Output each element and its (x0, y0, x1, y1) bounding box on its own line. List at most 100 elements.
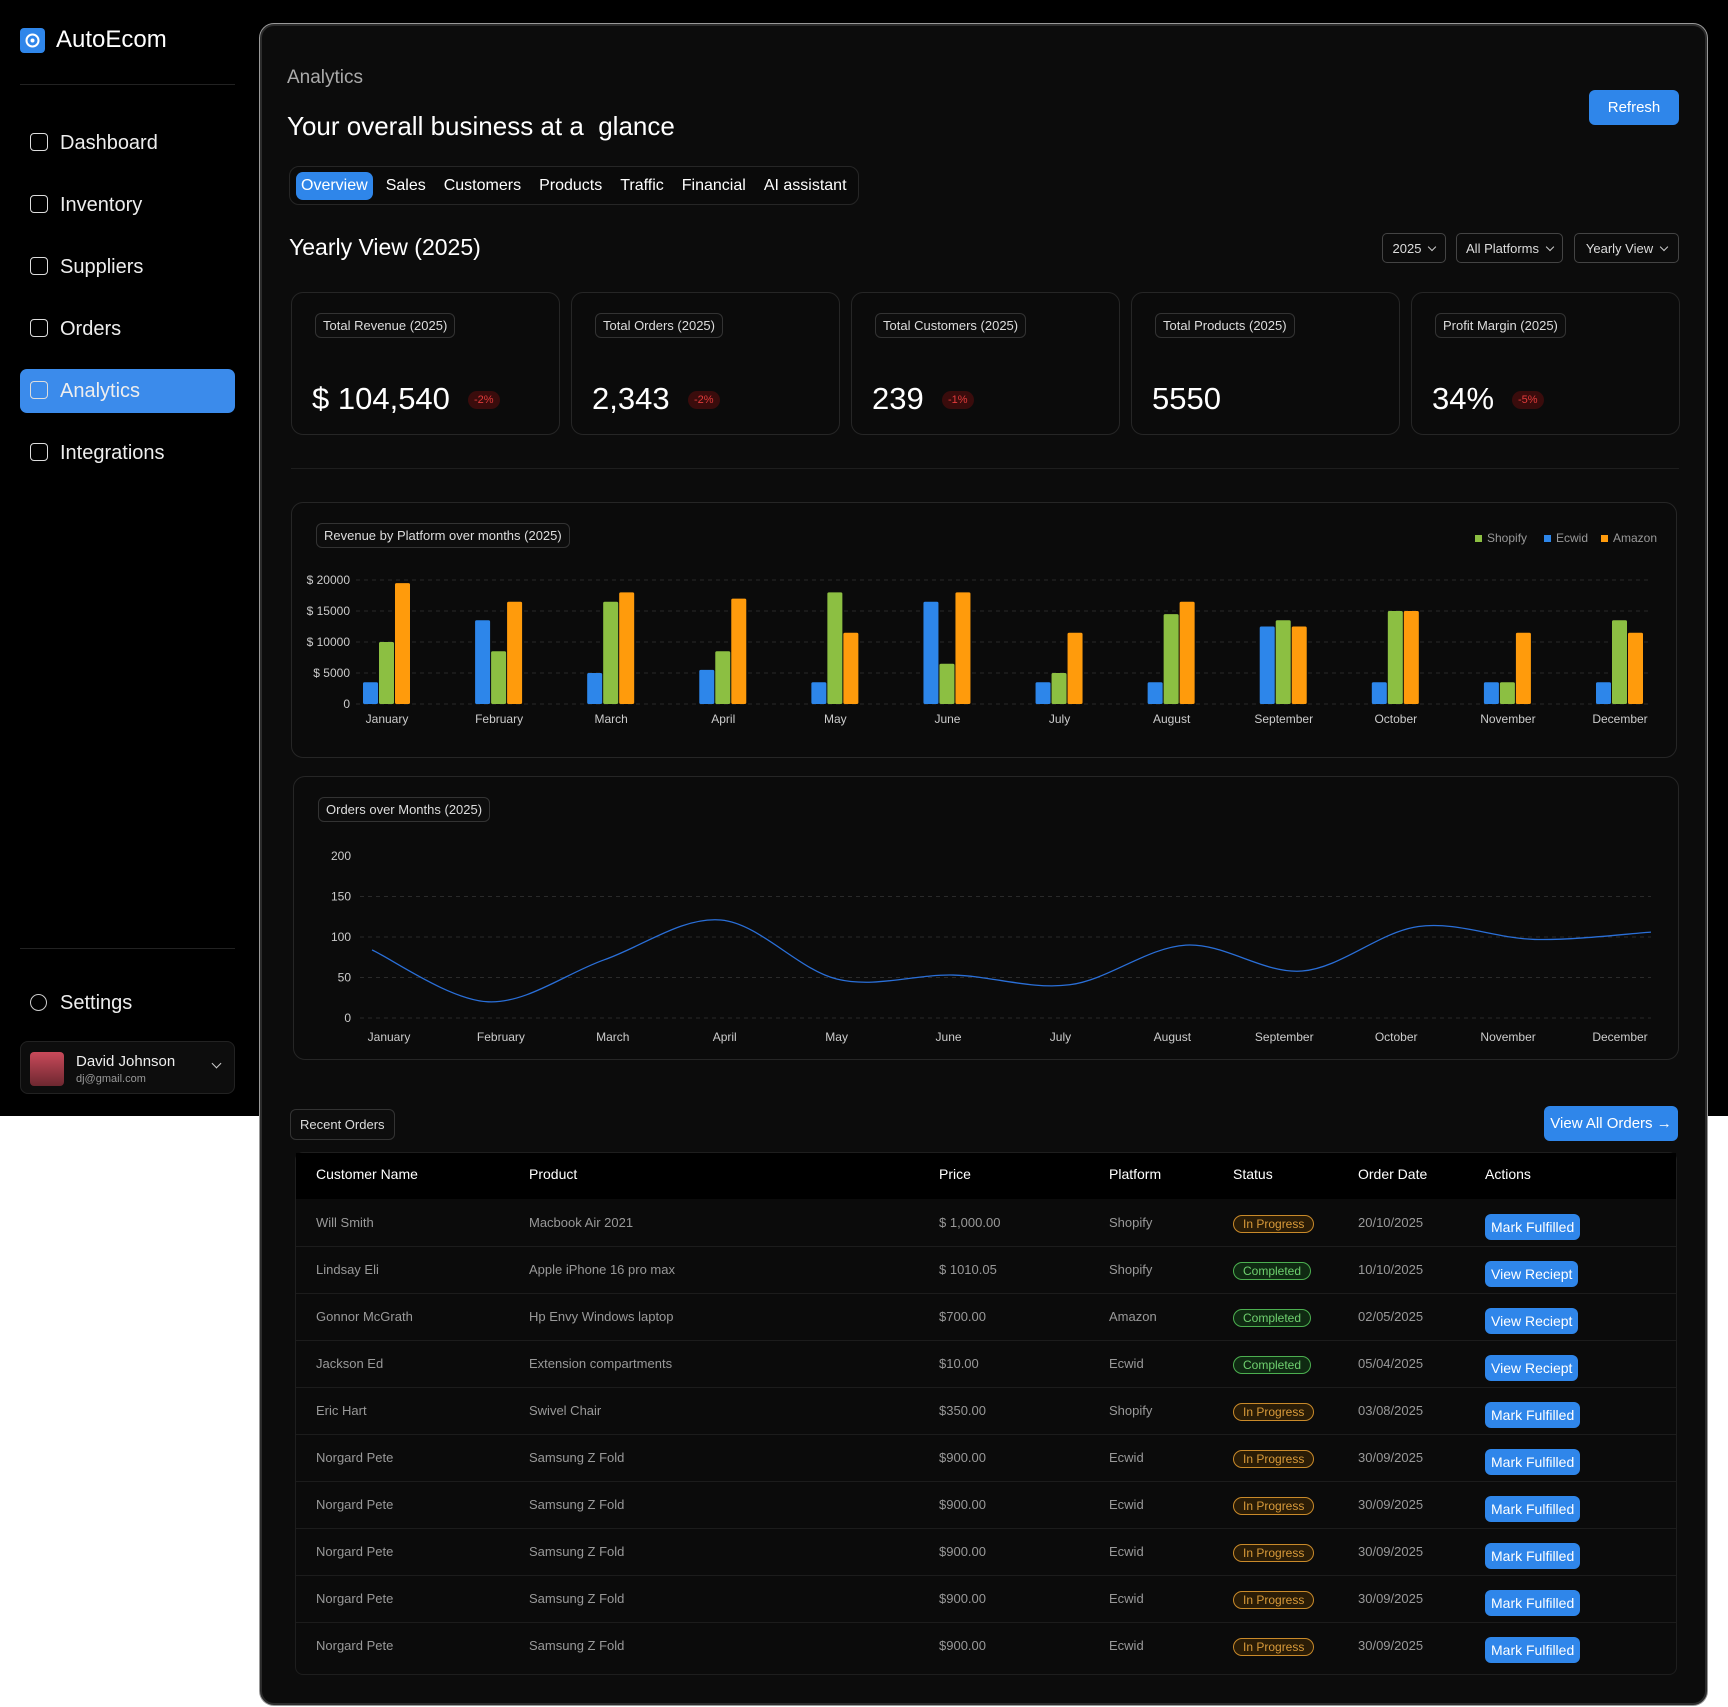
kpi-label: Total Orders (2025) (595, 313, 723, 338)
settings[interactable]: Settings (20, 988, 235, 1018)
x-tick-label: September (1255, 1030, 1314, 1044)
row-divider (296, 1293, 1676, 1294)
action-button[interactable]: Mark Fulfilled (1485, 1637, 1581, 1663)
action-button[interactable]: Mark Fulfilled (1485, 1543, 1581, 1569)
column-header: Customer Name (316, 1166, 418, 1182)
table-cell: Shopify (1109, 1403, 1153, 1418)
status-badge: In Progress (1233, 1544, 1315, 1562)
settings-label: Settings (60, 992, 133, 1014)
y-tick-label: 50 (338, 971, 352, 985)
kpi-card: Total Customers (2025) 239 -1% (851, 292, 1120, 435)
x-tick-label: May (824, 712, 847, 726)
table-cell: $10.00 (939, 1356, 979, 1371)
x-tick-label: January (368, 1030, 411, 1044)
action-button[interactable]: Mark Fulfilled (1485, 1214, 1581, 1240)
y-tick-label: 200 (331, 849, 351, 863)
x-tick-label: March (595, 712, 628, 726)
bar (923, 601, 939, 704)
kpi-value: 2,343 (592, 381, 670, 416)
filter-label: All Platforms (1466, 240, 1539, 256)
action-button[interactable]: Mark Fulfilled (1485, 1590, 1581, 1616)
action-button[interactable]: Mark Fulfilled (1485, 1496, 1581, 1522)
filter-dropdown[interactable]: Yearly View (1574, 233, 1679, 263)
status-badge: In Progress (1233, 1215, 1315, 1233)
line (371, 919, 1652, 1003)
table-cell: 05/04/2025 (1358, 1356, 1424, 1371)
kpi-change: -1% (942, 391, 974, 409)
nav-item[interactable]: Inventory (20, 183, 235, 227)
table-cell: 03/08/2025 (1358, 1403, 1424, 1418)
action-button[interactable]: View Reciept (1485, 1261, 1579, 1287)
divider (20, 84, 235, 85)
table-cell: Norgard Pete (316, 1497, 394, 1512)
nav-item[interactable]: Suppliers (20, 245, 235, 289)
nav-item[interactable]: Integrations (20, 431, 235, 475)
table-cell: Apple iPhone 16 pro max (529, 1262, 675, 1277)
filter-dropdown[interactable]: 2025 (1382, 233, 1446, 263)
nav-icon (30, 319, 48, 337)
chart-title: Revenue by Platform over months (2025) (316, 523, 570, 548)
tab[interactable]: Products (539, 176, 603, 194)
nav-label: Inventory (60, 194, 143, 216)
bar (1387, 611, 1403, 704)
chart-card: 0 $ 5000 $ 10000 $ 15000 $ 20000 January Febru… (291, 502, 1677, 758)
x-tick-label: November (1480, 712, 1535, 726)
column-header: Product (529, 1166, 578, 1182)
status-badge: Completed (1233, 1356, 1312, 1374)
table-cell: $900.00 (939, 1638, 986, 1653)
tab[interactable]: Customers (443, 176, 522, 194)
tabs: Overview Sales Customers Products Traffic Fin… (289, 166, 859, 205)
nav-label: Dashboard (60, 132, 158, 154)
x-tick-label: April (713, 1030, 737, 1044)
filter-dropdown[interactable]: All Platforms (1456, 233, 1563, 263)
y-tick-label: $ 15000 (307, 604, 351, 618)
table-cell: 02/05/2025 (1358, 1309, 1424, 1324)
row-divider (296, 1575, 1676, 1576)
table-cell: Norgard Pete (316, 1591, 394, 1606)
x-tick-label: December (1592, 712, 1647, 726)
table-cell: 30/09/2025 (1358, 1591, 1424, 1606)
nav-item[interactable]: Dashboard (20, 121, 235, 165)
tab[interactable]: Sales (385, 176, 426, 194)
action-button[interactable]: View Reciept (1485, 1355, 1579, 1381)
table-cell: Ecwid (1109, 1450, 1144, 1465)
table-cell: $350.00 (939, 1403, 986, 1418)
row-divider (296, 1481, 1676, 1482)
bar (1179, 601, 1195, 704)
nav-label: Suppliers (60, 256, 144, 278)
table-cell: $ 1,000.00 (939, 1215, 1001, 1230)
table-cell: Eric Hart (316, 1403, 367, 1418)
divider (20, 948, 235, 949)
section-title: Yearly View (2025) (289, 234, 481, 260)
x-tick-label: February (475, 712, 523, 726)
bar (1628, 632, 1643, 704)
action-button[interactable]: Mark Fulfilled (1485, 1449, 1581, 1475)
tab[interactable]: Overview (296, 171, 373, 200)
bar (507, 601, 523, 704)
tab[interactable]: Traffic (620, 176, 664, 194)
logo-icon (20, 28, 45, 53)
table-cell: Samsung Z Fold (529, 1544, 625, 1559)
bar (1067, 632, 1083, 704)
action-button[interactable]: Mark Fulfilled (1485, 1402, 1581, 1428)
x-tick-label: January (366, 712, 409, 726)
action-button[interactable]: View Reciept (1485, 1308, 1579, 1334)
nav-item[interactable]: Orders (20, 307, 235, 351)
view-all-button[interactable]: View All Orders → (1544, 1106, 1678, 1141)
table-cell: Amazon (1109, 1309, 1157, 1324)
kpi-label: Total Customers (2025) (875, 313, 1027, 338)
bar (939, 663, 955, 704)
user-card[interactable]: David Johnson dj@gmail.com (20, 1041, 235, 1094)
refresh-button[interactable]: Refresh (1589, 90, 1679, 125)
y-tick-label: 100 (331, 930, 351, 944)
nav-label: Orders (60, 318, 122, 340)
table-cell: Ecwid (1109, 1638, 1144, 1653)
bar (699, 669, 715, 704)
status-badge: In Progress (1233, 1403, 1315, 1421)
nav-item[interactable]: Analytics (20, 369, 235, 413)
bar (1259, 626, 1275, 704)
tab[interactable]: Financial (681, 176, 746, 194)
table-cell: 30/09/2025 (1358, 1544, 1424, 1559)
tab[interactable]: AI assistant (763, 176, 847, 194)
bar (619, 592, 635, 704)
